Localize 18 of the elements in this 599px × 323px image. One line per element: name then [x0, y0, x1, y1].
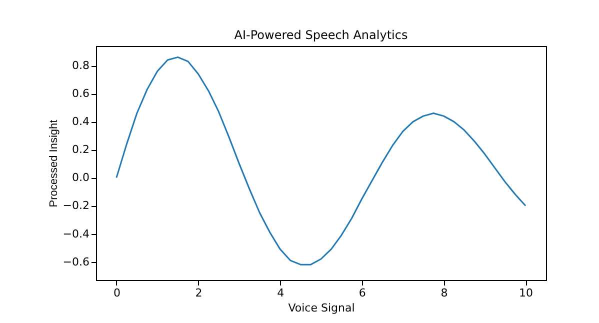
x-axis-title: Voice Signal [288, 302, 355, 314]
y-axis-title: Processed Insight [48, 120, 60, 208]
x-tick-label: 6 [358, 286, 366, 300]
y-tick-label: 0.2 [72, 143, 90, 156]
x-tick-label: 10 [519, 286, 534, 300]
chart-title: AI-Powered Speech Analytics [234, 28, 408, 42]
x-tick-label: 2 [195, 286, 202, 300]
y-tick-label: −0.4 [62, 227, 90, 240]
x-tick-label: 8 [440, 286, 448, 300]
y-tick-label: 0.0 [72, 171, 90, 184]
y-tick-label: −0.2 [62, 199, 90, 212]
x-tick-label: 0 [113, 286, 120, 300]
x-tick-label: 4 [277, 286, 284, 300]
y-tick-label: 0.6 [72, 87, 90, 100]
line-series [116, 56, 526, 266]
y-tick-label: 0.8 [72, 59, 90, 72]
y-tick-label: 0.4 [72, 115, 90, 128]
y-tick-label: −0.6 [62, 255, 90, 268]
